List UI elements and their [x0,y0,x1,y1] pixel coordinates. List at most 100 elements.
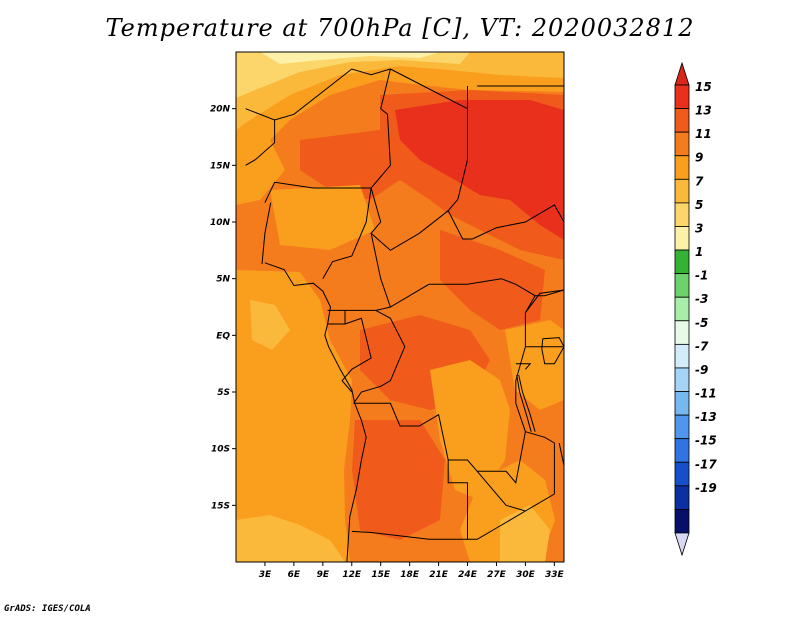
colorbar-label: 11 [695,127,712,141]
lat-tick-label: 5S [217,388,230,398]
colorbar-label: -9 [695,363,708,377]
colorbar-label: -13 [695,410,717,424]
border-line [518,374,536,432]
lon-tick-label: 6E [288,570,301,580]
border-line [245,120,276,166]
border-line [525,289,564,314]
lon-tick-label: 24E [458,570,478,580]
colorbar-box [674,461,690,487]
temperature-field [236,52,564,562]
border-line [541,337,564,365]
colorbar-label: 5 [695,198,703,212]
temperature-region [500,505,550,562]
axis-ticks: 3E 6E 9E 12E 15E 18E 21E 24E 27E 30E 33E 20N 15N 10N 5… [210,105,565,580]
colorbar-label: 3 [695,221,703,235]
border-line [353,309,406,404]
border-line [515,363,532,370]
colorbar-box [674,178,690,204]
colorbar-label: -1 [695,269,708,283]
map-title: Temperature at 700hPa [C], VT: 202003281… [105,14,695,42]
lat-tick-label: 20N [210,105,231,115]
colorbar-box [674,84,690,109]
temperature-region [236,52,564,130]
colorbar-box [674,226,690,251]
lat-tick-label: 5N [216,275,230,285]
colorbar-box [674,367,690,392]
lat-tick-label: 10S [211,445,230,455]
colorbar-label: -15 [695,434,717,448]
lat-tick-label: EQ [216,331,230,341]
border-line [476,470,526,512]
border-line [370,204,449,251]
temperature-region [236,515,345,562]
grads-credit: GrADS: IGES/COLA [4,604,91,614]
lon-tick-label: 33E [545,570,565,580]
lon-tick-label: 3E [259,570,272,580]
border-line [558,442,564,468]
border-line [245,68,391,121]
colorbar-label: 13 [695,104,712,118]
border-line [476,493,555,540]
temperature-region [260,52,440,64]
colorbar-top-arrow [674,61,690,86]
border-line [516,374,532,432]
colorbar-bottom-arrow [674,532,690,557]
temperature-region [395,100,564,240]
colorbar-box [674,485,690,510]
colorbar-label: -19 [695,481,717,495]
colorbar-label: 7 [695,174,704,188]
colorbar-labels: 15 13 11 9 7 5 3 1 -1 -3 -5 -7 -9 -11 -13 -15 -17 -19 [695,80,717,495]
lat-tick-label: 10N [210,218,231,228]
border-line [322,187,372,279]
temperature-region [430,360,510,500]
colorbar-label: 9 [695,151,703,165]
temperature-region [300,130,400,200]
lon-tick-label: 12E [342,570,362,580]
lon-tick-label: 18E [400,570,420,580]
colorbar-box [674,414,690,440]
colorbar-box [674,320,690,345]
colorbar-box [674,273,690,298]
colorbar-label: -7 [695,339,709,353]
colorbar-box [674,202,690,227]
temperature-region [250,300,290,350]
map-frame [235,51,565,563]
colorbar-label: -17 [695,457,717,471]
border-line [370,233,502,308]
border-line [472,204,564,240]
colorbar-box [674,131,690,157]
border-line [525,431,555,494]
colorbar-boxes [674,61,690,557]
country-borders [245,68,564,562]
temperature-region [236,52,470,98]
colorbar-box [674,438,690,463]
colorbar-box [674,343,690,369]
lat-tick-label: 15S [211,501,230,511]
colorbar-box [674,391,690,416]
colorbar-label: -11 [695,387,717,401]
temperature-region [352,420,445,540]
temperature-region [505,320,564,410]
border-line [341,317,372,393]
lat-tick-label: 15N [210,161,231,171]
border-line [370,68,391,206]
colorbar-box [674,509,690,534]
border-line [327,306,391,311]
colorbar-box [674,155,690,180]
colorbar-label: 15 [695,80,712,94]
colorbar-box [674,249,690,275]
border-line [261,202,272,264]
border-line [264,181,372,203]
colorbar-label: -5 [695,316,708,330]
lon-tick-label: 15E [371,570,391,580]
colorbar-box [674,108,690,133]
border-line [264,262,367,562]
lon-tick-label: 21E [429,570,449,580]
border-line [353,402,478,472]
colorbar-box [674,296,690,322]
border-line [477,295,536,484]
lon-tick-label: 9E [317,570,330,580]
border-line [351,530,478,540]
